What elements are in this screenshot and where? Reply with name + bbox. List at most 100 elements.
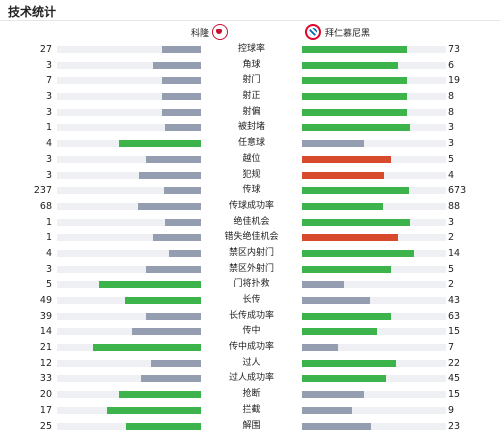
home-bar-track bbox=[57, 124, 201, 132]
away-bar-track bbox=[302, 422, 446, 430]
away-value: 23 bbox=[448, 420, 461, 432]
stat-label: 射正 bbox=[242, 91, 261, 102]
away-value: 15 bbox=[448, 389, 461, 401]
away-bar-track bbox=[302, 77, 446, 85]
away-bar-track bbox=[302, 265, 446, 273]
home-value: 1 bbox=[45, 122, 52, 134]
away-value: 2 bbox=[448, 232, 455, 244]
title-divider bbox=[0, 20, 500, 21]
home-bar-track bbox=[57, 359, 201, 367]
home-bar bbox=[98, 281, 201, 289]
home-bar-track bbox=[57, 328, 201, 336]
home-value: 4 bbox=[45, 138, 52, 150]
away-bar bbox=[302, 265, 392, 273]
stat-row: 3 角球 6 bbox=[0, 58, 500, 74]
home-bar bbox=[118, 140, 201, 148]
away-bar bbox=[302, 155, 392, 163]
home-bar bbox=[146, 155, 201, 163]
away-bar-track bbox=[302, 61, 446, 69]
away-team-name: 拜仁慕尼黑 bbox=[325, 28, 371, 39]
stat-label: 抢断 bbox=[242, 389, 261, 400]
away-bar-track bbox=[302, 218, 446, 226]
away-bar-track bbox=[302, 375, 446, 383]
stat-row: 27 控球率 73 bbox=[0, 42, 500, 58]
stat-label: 射偏 bbox=[242, 106, 261, 117]
away-bar-track bbox=[302, 140, 446, 148]
stat-row: 1 错失绝佳机会 2 bbox=[0, 230, 500, 246]
stat-label: 越位 bbox=[242, 153, 261, 164]
home-bar bbox=[162, 93, 201, 101]
home-bar-track bbox=[57, 312, 201, 320]
bayern-logo-icon bbox=[305, 24, 321, 40]
stats-list: 27 控球率 73 3 角球 6 7 射门 19 3 射正 8 3 射偏 8 1 被封堵 3 4 任意球 3 3 越位 5 3 犯… bbox=[0, 42, 500, 434]
away-bar bbox=[302, 187, 409, 195]
away-bar-track bbox=[302, 187, 446, 195]
away-bar-track bbox=[302, 297, 446, 304]
home-bar-track bbox=[57, 265, 201, 273]
away-value: 6 bbox=[448, 59, 455, 71]
away-bar bbox=[302, 297, 370, 304]
stat-row: 14 传中 15 bbox=[0, 324, 500, 340]
stat-label: 门将扑救 bbox=[233, 279, 270, 290]
away-bar-track bbox=[302, 406, 446, 414]
stat-row: 3 射正 8 bbox=[0, 89, 500, 105]
home-value: 20 bbox=[39, 389, 52, 401]
away-value: 673 bbox=[448, 185, 467, 197]
stat-label: 传中 bbox=[242, 326, 261, 337]
home-bar-track bbox=[57, 375, 201, 383]
away-bar bbox=[302, 93, 408, 101]
home-value: 3 bbox=[45, 263, 52, 275]
home-value: 3 bbox=[45, 169, 52, 181]
home-value: 14 bbox=[39, 326, 52, 338]
away-value: 22 bbox=[448, 357, 461, 369]
home-bar bbox=[137, 202, 201, 210]
home-bar bbox=[163, 187, 201, 195]
stat-row: 17 拦截 9 bbox=[0, 403, 500, 419]
stat-label: 任意球 bbox=[237, 138, 265, 149]
stat-label: 角球 bbox=[242, 59, 261, 70]
away-value: 3 bbox=[448, 122, 455, 134]
away-team: 拜仁慕尼黑 bbox=[305, 24, 370, 40]
away-bar-track bbox=[302, 391, 446, 399]
home-bar-track bbox=[57, 140, 201, 148]
away-bar-track bbox=[302, 93, 446, 101]
home-value: 7 bbox=[45, 75, 52, 87]
away-bar bbox=[302, 108, 408, 116]
home-value: 33 bbox=[39, 373, 52, 385]
home-value: 27 bbox=[39, 44, 52, 55]
stat-row: 237 传球 673 bbox=[0, 183, 500, 199]
stat-label: 犯规 bbox=[242, 169, 261, 180]
away-bar-track bbox=[302, 108, 446, 116]
away-bar-track bbox=[302, 171, 446, 179]
stat-row: 33 过人成功率 45 bbox=[0, 371, 500, 387]
away-value: 43 bbox=[448, 295, 461, 306]
away-bar bbox=[302, 218, 410, 226]
home-bar bbox=[146, 265, 201, 273]
away-value: 7 bbox=[448, 342, 455, 354]
home-bar-track bbox=[57, 281, 201, 289]
home-value: 17 bbox=[39, 404, 52, 416]
away-value: 19 bbox=[448, 75, 461, 87]
away-bar-track bbox=[302, 328, 446, 336]
home-bar-track bbox=[57, 46, 201, 53]
stat-row: 20 抢断 15 bbox=[0, 387, 500, 403]
home-value: 1 bbox=[45, 232, 52, 244]
away-bar bbox=[302, 124, 410, 132]
home-bar bbox=[153, 61, 201, 69]
stat-row: 3 越位 5 bbox=[0, 152, 500, 168]
away-bar-track bbox=[302, 124, 446, 132]
away-value: 5 bbox=[448, 153, 455, 165]
away-value: 63 bbox=[448, 310, 461, 322]
home-bar bbox=[131, 328, 201, 336]
away-bar-track bbox=[302, 234, 446, 242]
home-bar bbox=[107, 406, 201, 414]
away-bar-track bbox=[302, 155, 446, 163]
away-value: 4 bbox=[448, 169, 455, 181]
stat-row: 12 过人 22 bbox=[0, 356, 500, 372]
home-bar bbox=[150, 359, 201, 367]
away-value: 73 bbox=[448, 44, 461, 55]
away-bar bbox=[302, 359, 396, 367]
home-bar-track bbox=[57, 218, 201, 226]
home-bar-track bbox=[57, 406, 201, 414]
away-value: 8 bbox=[448, 106, 455, 118]
